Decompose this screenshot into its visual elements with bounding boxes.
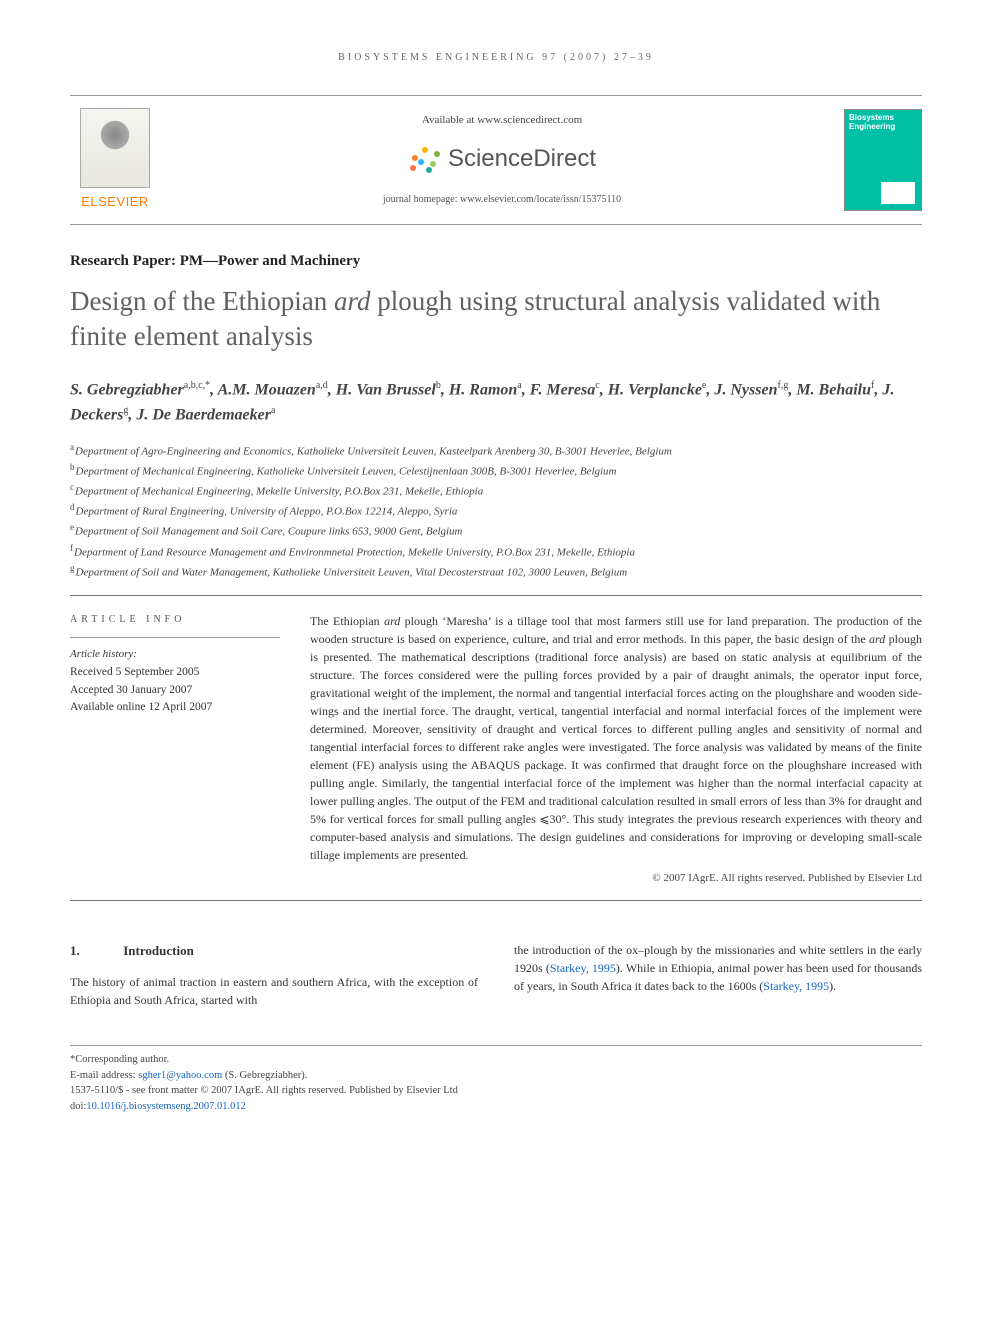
body-paragraph: the introduction of the ox–plough by the… [514, 941, 922, 995]
doi-line: doi:10.1016/j.biosystemseng.2007.01.012 [70, 1099, 922, 1115]
email-label: E-mail address: [70, 1070, 138, 1081]
article-history-heading: Article history: [70, 637, 280, 663]
sciencedirect-burst-icon [408, 145, 442, 173]
available-at: Available at www.sciencedirect.com [160, 112, 844, 129]
body-text: ). [829, 979, 836, 993]
sciencedirect-wordmark: ScienceDirect [448, 141, 596, 177]
history-line: Accepted 30 January 2007 [70, 682, 280, 699]
journal-header: ELSEVIER Available at www.sciencedirect.… [70, 95, 922, 225]
abstract-text: The Ethiopian ard plough ‘Maresha’ is a … [310, 612, 922, 887]
footnotes-block: *Corresponding author. E-mail address: s… [70, 1045, 922, 1115]
email-paren: (S. Gebregziabher). [222, 1070, 307, 1081]
citation-link[interactable]: Starkey, 1995 [550, 961, 616, 975]
section-title: Introduction [123, 943, 194, 958]
journal-homepage: journal homepage: www.elsevier.com/locat… [160, 192, 844, 207]
section-number: 1. [70, 941, 120, 961]
body-column-left: 1. Introduction The history of animal tr… [70, 941, 478, 1009]
article-info-heading: ARTICLE INFO [70, 612, 280, 627]
doi-label: doi: [70, 1101, 86, 1112]
elsevier-logo: ELSEVIER [70, 108, 160, 212]
affiliation-line: bDepartment of Mechanical Engineering, K… [70, 461, 922, 480]
front-matter-note: 1537-5110/$ - see front matter © 2007 IA… [70, 1083, 922, 1099]
authors-list: S. Gebregziabhera,b,c,*, A.M. Mouazena,d… [70, 378, 922, 427]
affiliation-line: fDepartment of Land Resource Management … [70, 542, 922, 561]
affiliation-line: dDepartment of Rural Engineering, Univer… [70, 501, 922, 520]
affiliation-line: gDepartment of Soil and Water Management… [70, 562, 922, 581]
body-column-right: the introduction of the ox–plough by the… [514, 941, 922, 1009]
article-info-block: ARTICLE INFO Article history: Received 5… [70, 612, 280, 887]
affiliation-line: aDepartment of Agro-Engineering and Econ… [70, 441, 922, 460]
email-link[interactable]: sgher1@yahoo.com [138, 1070, 222, 1081]
corresponding-author-note: *Corresponding author. [70, 1052, 922, 1068]
elsevier-wordmark: ELSEVIER [70, 192, 160, 212]
elsevier-tree-icon [80, 108, 150, 188]
citation-link[interactable]: Starkey, 1995 [763, 979, 829, 993]
journal-cover-thumb: Biosystems Engineering [844, 109, 922, 211]
affiliation-line: eDepartment of Soil Management and Soil … [70, 521, 922, 540]
journal-cover-image-icon [881, 182, 915, 204]
journal-cover-name: Biosystems Engineering [849, 114, 917, 132]
abstract-copyright: © 2007 IAgrE. All rights reserved. Publi… [310, 870, 922, 887]
history-line: Received 5 September 2005 [70, 664, 280, 681]
section-heading: 1. Introduction [70, 941, 478, 961]
doi-link[interactable]: 10.1016/j.biosystemseng.2007.01.012 [86, 1101, 246, 1112]
article-title: Design of the Ethiopian ard plough using… [70, 284, 922, 354]
divider [70, 900, 922, 901]
divider [70, 595, 922, 596]
header-center: Available at www.sciencedirect.com Scien… [160, 112, 844, 207]
paper-section-label: Research Paper: PM—Power and Machinery [70, 250, 922, 273]
info-abstract-row: ARTICLE INFO Article history: Received 5… [70, 612, 922, 887]
affiliation-line: cDepartment of Mechanical Engineering, M… [70, 481, 922, 500]
email-line: E-mail address: sgher1@yahoo.com (S. Geb… [70, 1068, 922, 1084]
affiliations-list: aDepartment of Agro-Engineering and Econ… [70, 441, 922, 581]
history-line: Available online 12 April 2007 [70, 699, 280, 716]
sciencedirect-logo: ScienceDirect [408, 141, 596, 177]
body-paragraph: The history of animal traction in easter… [70, 973, 478, 1009]
running-head: BIOSYSTEMS ENGINEERING 97 (2007) 27–39 [70, 50, 922, 65]
body-columns: 1. Introduction The history of animal tr… [70, 941, 922, 1009]
